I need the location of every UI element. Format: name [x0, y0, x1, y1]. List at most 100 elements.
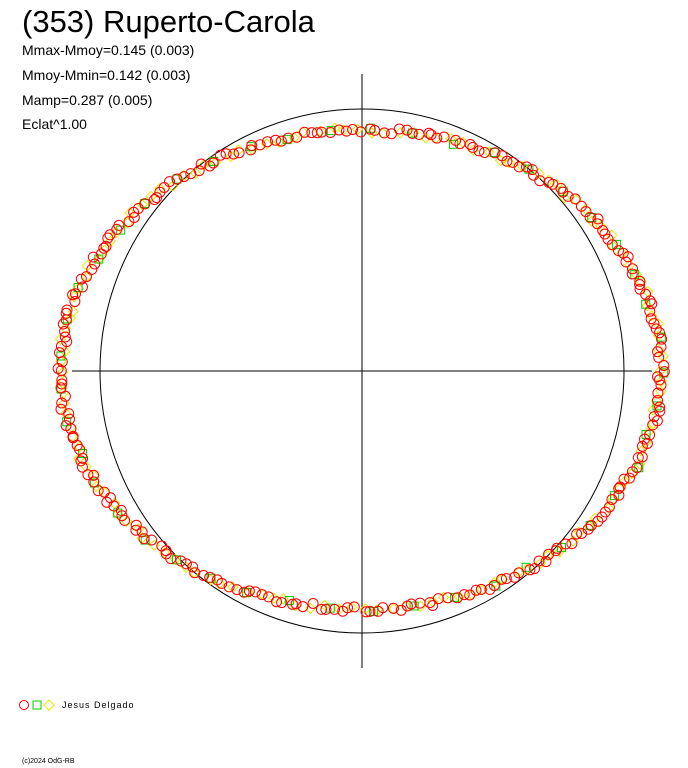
data-point-circle — [551, 542, 563, 554]
axes-layer — [72, 74, 652, 668]
data-point-circle — [86, 263, 98, 275]
data-point-circle — [395, 604, 407, 616]
data-point-circle — [613, 483, 625, 494]
data-point-circle — [473, 145, 485, 157]
data-point-diamond — [242, 586, 255, 599]
legend-label: Jesus Delgado — [62, 700, 135, 710]
data-point-diamond — [635, 445, 647, 457]
data-point-circle — [613, 489, 625, 501]
data-point-circle — [228, 148, 240, 160]
data-point-square — [56, 351, 66, 361]
data-point-circle — [632, 452, 644, 464]
data-point-circle — [128, 206, 140, 218]
data-point-diamond — [494, 154, 507, 167]
data-point-circle — [509, 571, 521, 583]
data-point-circle — [648, 411, 660, 423]
data-point-diamond — [351, 123, 364, 136]
data-point-circle — [329, 603, 340, 615]
polar-plot — [52, 74, 670, 668]
legend-symbols — [19, 699, 55, 711]
data-point-diamond — [533, 167, 545, 180]
data-point-circle — [450, 134, 462, 146]
data-point-circle — [57, 318, 69, 330]
data-point-circle — [276, 597, 288, 609]
data-point-circle — [243, 585, 255, 597]
data-point-circle — [652, 387, 664, 399]
stat-mmax-mmoy: Mmax-Mmoy=0.145 (0.003) — [22, 42, 195, 58]
data-point-circle — [104, 229, 116, 241]
data-point-circle — [591, 218, 603, 230]
data-point-diamond — [189, 167, 202, 180]
stat-mmoy-mmin: Mmoy-Mmin=0.142 (0.003) — [22, 67, 191, 83]
data-point-circle — [425, 129, 437, 141]
data-point-circle — [238, 586, 250, 598]
data-point-circle — [54, 347, 65, 359]
data-point-circle — [214, 149, 226, 161]
data-point-diamond — [483, 146, 495, 158]
data-point-circle — [528, 169, 539, 181]
data-point-square — [408, 128, 418, 138]
data-point-circle — [405, 598, 417, 610]
data-point-circle — [306, 127, 318, 139]
data-point-circle — [98, 486, 110, 498]
data-point-circle — [320, 603, 332, 615]
data-point-diamond — [345, 601, 358, 613]
data-point-circle — [291, 131, 303, 143]
data-point-circle — [513, 567, 525, 579]
data-point-circle — [102, 232, 114, 244]
chart-title: (353) Ruperto-Carola — [22, 4, 315, 39]
data-point-circle — [569, 193, 581, 205]
data-point-circle — [233, 147, 245, 159]
data-point-circle — [526, 164, 538, 176]
data-point-circle — [488, 580, 500, 591]
data-point-circle — [325, 127, 336, 138]
data-point-circle — [571, 528, 583, 540]
data-point-square — [140, 199, 150, 208]
data-point-circle — [369, 124, 381, 136]
data-point-circle — [585, 520, 597, 531]
data-point-circle — [653, 351, 665, 363]
data-point-circle — [59, 390, 71, 402]
data-point-circle — [496, 150, 508, 162]
data-point-circle — [584, 211, 596, 223]
data-point-circle — [653, 374, 665, 386]
data-point-circle — [626, 268, 638, 280]
data-point-circle — [101, 496, 113, 508]
data-point-circle — [185, 168, 197, 180]
data-point-circle — [59, 326, 71, 337]
data-point-diamond — [445, 132, 457, 145]
data-point-circle — [341, 125, 352, 137]
data-point-circle — [275, 135, 287, 147]
data-point-circle — [245, 144, 257, 156]
data-point-circle — [75, 273, 87, 285]
data-point-circle — [360, 606, 372, 618]
data-point-circle — [282, 132, 294, 144]
data-point-circle — [603, 501, 615, 513]
data-point-circle — [81, 271, 92, 283]
data-point-circle — [88, 469, 100, 481]
data-point-circle — [55, 340, 67, 352]
data-marks-layer — [52, 122, 670, 618]
data-point-circle — [613, 245, 624, 257]
data-point-circle — [180, 558, 192, 570]
data-point-diamond — [437, 591, 450, 604]
data-point-diamond — [80, 271, 93, 283]
data-point-circle — [299, 126, 310, 138]
data-point-circle — [88, 476, 100, 488]
data-point-diamond — [260, 138, 273, 150]
data-point-circle — [204, 571, 216, 583]
data-point-square — [78, 449, 88, 458]
data-point-circle — [56, 397, 68, 409]
data-point-circle — [111, 223, 123, 235]
data-point-circle — [123, 216, 135, 228]
data-point-circle — [627, 263, 638, 275]
data-point-circle — [146, 534, 158, 546]
data-point-circle — [364, 605, 376, 617]
data-point-circle — [67, 289, 79, 301]
data-point-circle — [249, 586, 261, 598]
data-point-circle — [606, 239, 618, 251]
data-point-circle — [524, 564, 536, 576]
data-point-circle — [543, 548, 555, 560]
data-point-diamond — [178, 169, 190, 182]
data-point-diamond — [641, 300, 654, 312]
